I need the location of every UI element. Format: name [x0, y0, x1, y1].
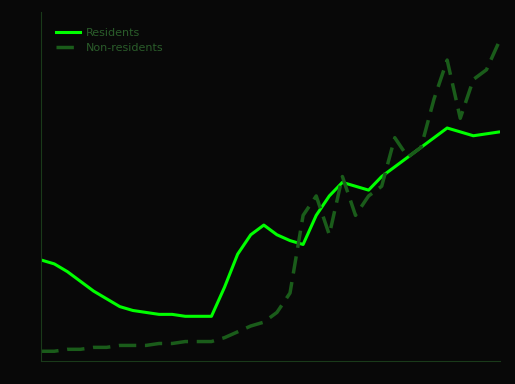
Legend: Residents, Non-residents: Residents, Non-residents [56, 28, 164, 53]
